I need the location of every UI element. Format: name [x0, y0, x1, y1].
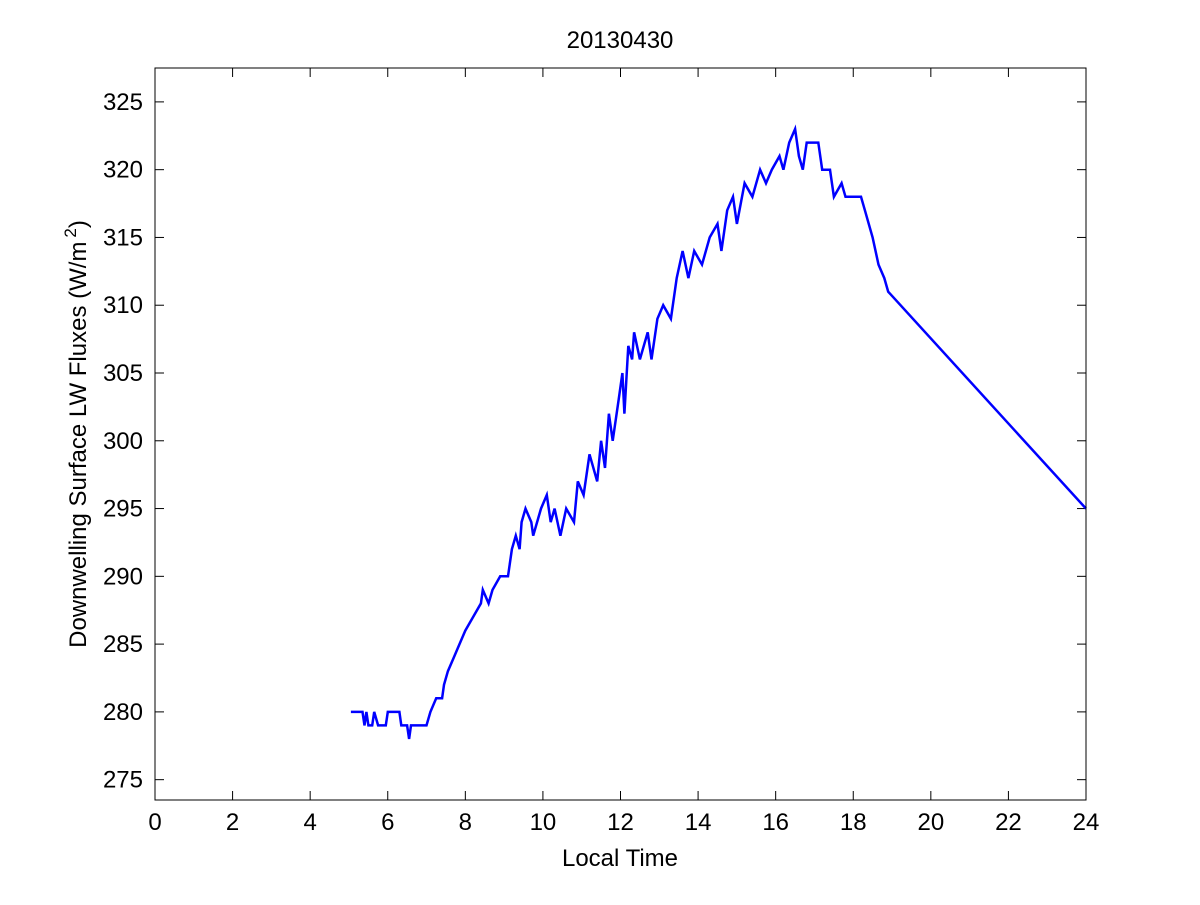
plot-frame	[154, 67, 1087, 801]
y-tick-label: 275	[103, 767, 143, 794]
x-tick-label: 4	[303, 809, 316, 836]
x-tick-label: 12	[607, 809, 634, 836]
y-tick-label: 305	[103, 360, 143, 387]
x-tick-label: 24	[1073, 809, 1100, 836]
y-axis-label: Downwelling Surface LW Fluxes (W/m 2)	[61, 220, 92, 648]
y-axis-label-suffix: )	[65, 220, 92, 228]
x-tick-label: 0	[148, 809, 161, 836]
x-tick-label: 20	[917, 809, 944, 836]
y-tick-label: 285	[103, 631, 143, 658]
series-line	[350, 124, 1087, 740]
y-tick-label: 310	[103, 292, 143, 319]
y-axis-label-superscript: 2	[61, 228, 80, 237]
x-tick-label: 10	[530, 809, 557, 836]
x-tick-label: 22	[995, 809, 1022, 836]
x-tick-label: 8	[459, 809, 472, 836]
y-tick-label: 280	[103, 699, 143, 726]
y-tick-label: 290	[103, 563, 143, 590]
y-tick-label: 300	[103, 428, 143, 455]
y-tick-label: 315	[103, 224, 143, 251]
x-tick-label: 2	[226, 809, 239, 836]
y-tick-label: 320	[103, 157, 143, 184]
y-tick-label: 325	[103, 89, 143, 116]
x-tick-label: 6	[381, 809, 394, 836]
x-tick-label: 18	[840, 809, 867, 836]
x-axis-label: Local Time	[562, 845, 678, 872]
chart-title: 20130430	[567, 27, 674, 54]
x-tick-label: 14	[685, 809, 712, 836]
y-tick-label: 295	[103, 496, 143, 523]
y-axis-label-main: Downwelling Surface LW Fluxes (W/m	[65, 242, 92, 648]
x-tick-label: 16	[762, 809, 789, 836]
